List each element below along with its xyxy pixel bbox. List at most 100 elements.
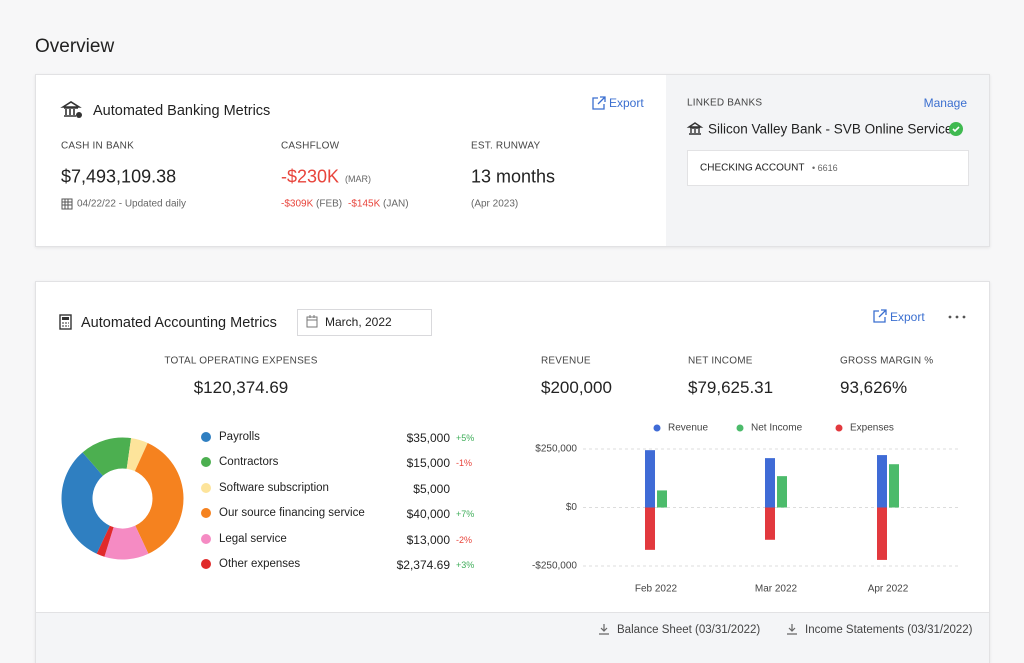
calendar-icon: [306, 315, 318, 328]
legend-swatch: [201, 482, 211, 493]
metric-label: CASHFLOW: [281, 140, 340, 152]
value-label: $35,000: [406, 431, 450, 445]
bar: [877, 455, 887, 508]
bank-name: Silicon Valley Bank - SVB Online Service…: [708, 121, 960, 137]
legend-label: Other expenses: [219, 558, 301, 570]
legend-label: Revenue: [668, 423, 708, 434]
value-label: $40,000: [406, 507, 450, 522]
bar: [645, 507, 655, 550]
y-tick-label: -$250,000: [532, 561, 577, 572]
legend-label: Legal service: [219, 532, 287, 545]
metric-value: $120,374.69: [193, 378, 289, 397]
download-link[interactable]: Income Statements (03/31/2022): [805, 624, 973, 636]
metric-label: NET INCOME: [688, 355, 753, 367]
donut-slice: [96, 525, 114, 557]
metric-label: REVENUE: [541, 355, 591, 367]
history-value: -$145K: [348, 198, 381, 210]
expense-donut: [61, 437, 184, 560]
value-label: $2,374.69: [396, 558, 450, 572]
legend-label: Expenses: [850, 423, 894, 434]
bank-icon: [60, 101, 82, 118]
metric-note: (Apr 2023): [471, 198, 519, 210]
change-label: +5%: [456, 433, 475, 443]
legend-swatch: [835, 424, 843, 432]
export-button[interactable]: Export: [609, 96, 644, 110]
legend-swatch: [653, 424, 661, 432]
account-number: • 6616: [812, 163, 838, 173]
x-tick-label: Feb 2022: [635, 584, 678, 595]
date-picker[interactable]: [297, 309, 432, 336]
section-title: Automated Accounting Metrics: [81, 315, 277, 331]
more-menu[interactable]: [948, 314, 966, 320]
legend-label: Net Income: [751, 423, 803, 434]
card-footer: [36, 612, 989, 663]
bar: [889, 464, 899, 508]
metric-label: TOTAL OPERATING EXPENSES: [164, 355, 318, 367]
monthly-bar-chart: $250,000 $0 -$250,000 Revenue Net Income Expe…: [532, 423, 958, 595]
metric-label: GROSS MARGIN %: [840, 355, 934, 367]
manage-link[interactable]: Manage: [923, 96, 967, 110]
legend-label: Our source financing service: [219, 507, 365, 520]
donut-slice: [104, 525, 149, 560]
donut-slice: [61, 452, 110, 554]
date-value: March, 2022: [325, 315, 392, 329]
bar: [645, 450, 655, 508]
bar: [877, 507, 887, 560]
export-icon[interactable]: [592, 96, 606, 110]
metric-label: CASH IN BANK: [61, 140, 134, 152]
metric-value: 13 months: [471, 166, 556, 187]
bar: [777, 476, 787, 508]
section-title: Automated Banking Metrics: [93, 103, 271, 119]
download-icon[interactable]: [786, 623, 798, 636]
legend-swatch: [201, 508, 211, 519]
bar: [765, 507, 775, 540]
bar: [657, 490, 667, 508]
history-value: -$309K: [281, 198, 314, 210]
metric-value: $200,000: [541, 378, 612, 397]
value-label: $13,000: [406, 532, 450, 547]
legend-label: Payrolls: [219, 431, 260, 443]
donut-slice: [126, 438, 148, 472]
legend-label: Software subscription: [219, 481, 329, 494]
value-label: $15,000: [406, 456, 450, 471]
change-label: +3%: [456, 560, 475, 570]
legend-swatch: [201, 533, 211, 544]
download-link[interactable]: Balance Sheet (03/31/2022): [617, 624, 761, 636]
donut-slice: [82, 437, 132, 476]
panel-label: LINKED BANKS: [687, 97, 763, 109]
update-icon: [61, 198, 73, 210]
page: Overview Automated Banking Metrics Expor…: [35, 36, 990, 663]
account-type: CHECKING ACCOUNT: [700, 162, 805, 174]
history-period: (JAN): [383, 198, 409, 210]
bar: [765, 458, 775, 508]
metric-value: 93,626%: [840, 378, 908, 397]
value-label: $5,000: [413, 481, 450, 496]
metric-value: -$230K: [281, 166, 340, 187]
download-icon[interactable]: [598, 623, 610, 636]
donut-slice: [134, 442, 184, 554]
page-title: Overview: [35, 36, 115, 57]
x-tick-label: Apr 2022: [868, 584, 909, 595]
legend-swatch: [201, 559, 211, 569]
y-tick-label: $0: [566, 502, 578, 513]
change-label: +7%: [456, 509, 475, 520]
metric-value: $79,625.31: [688, 378, 774, 397]
account-box[interactable]: [687, 150, 969, 186]
metric-value: $7,493,109.38: [61, 166, 177, 187]
export-icon[interactable]: [873, 309, 887, 323]
metric-period: (MAR): [345, 174, 371, 184]
verified-icon: [949, 122, 963, 136]
y-tick-label: $250,000: [535, 444, 577, 455]
metric-label: EST. RUNWAY: [471, 140, 541, 152]
bank-icon: [686, 122, 704, 135]
calculator-icon: [59, 314, 72, 330]
legend-swatch: [736, 424, 744, 432]
legend-swatch: [201, 457, 211, 468]
legend-swatch: [201, 432, 211, 442]
history-period: (FEB): [316, 198, 343, 210]
change-label: -2%: [456, 534, 473, 545]
legend-label: Contractors: [219, 456, 279, 469]
export-button[interactable]: Export: [890, 310, 925, 324]
change-label: -1%: [456, 458, 473, 469]
x-tick-label: Mar 2022: [755, 584, 798, 595]
